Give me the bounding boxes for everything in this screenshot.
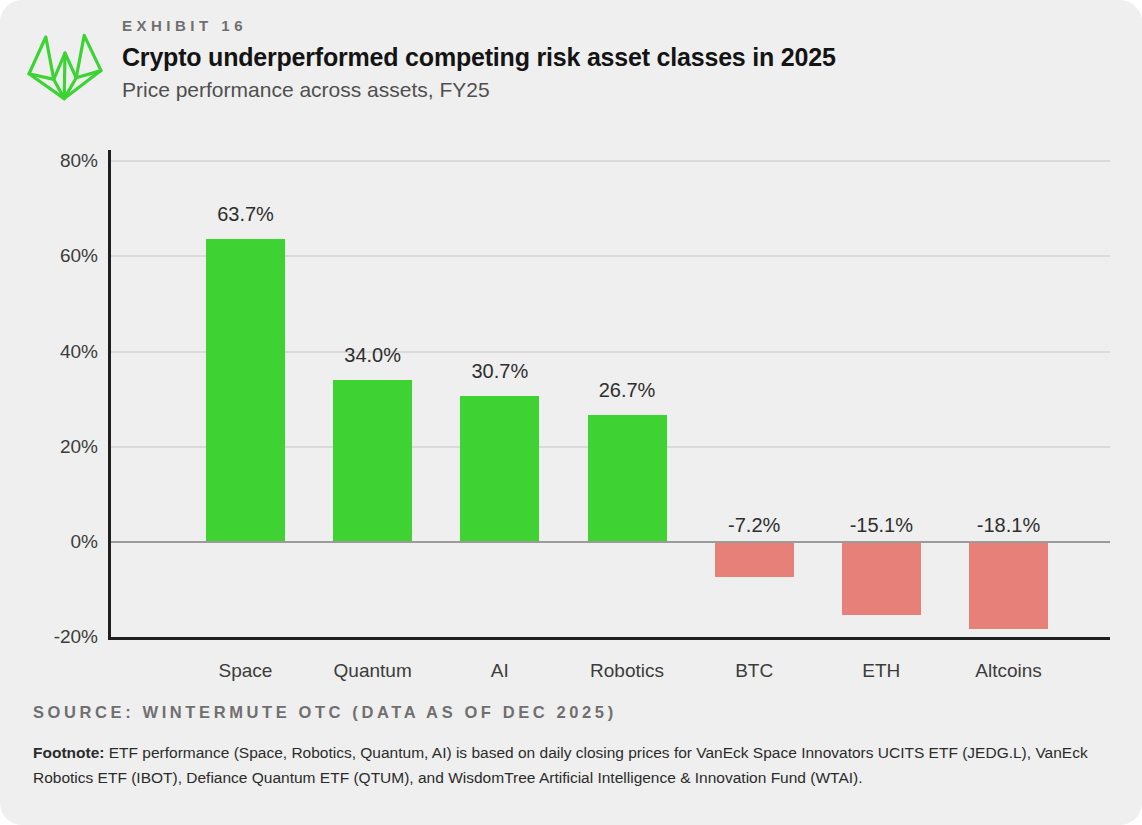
y-axis-tick-label: 80% [28,148,98,174]
y-axis-tick-label: 20% [28,434,98,460]
y-axis-tick-label: 40% [28,339,98,365]
exhibit-label: EXHIBIT 16 [122,17,836,34]
x-axis-category-label: AI [435,658,565,684]
wintermute-logo-icon [25,29,105,101]
zero-gridline [111,541,1110,543]
bar-altcoins [969,543,1048,629]
y-axis-tick-label: -20% [28,624,98,650]
bar-value-label: -7.2% [689,513,819,537]
bar-value-label: 34.0% [308,343,438,367]
y-axis-tick-label: 60% [28,243,98,269]
x-axis-category-label: Robotics [562,658,692,684]
x-axis-category-label: Quantum [308,658,438,684]
footnote-text: ETF performance (Space, Robotics, Quantu… [33,744,1088,786]
bar-chart-plot-area: 80%60%40%20%0%-20%63.7%Space34.0%Quantum… [108,150,1110,640]
x-axis-category-label: ETH [816,658,946,684]
bar-value-label: -18.1% [944,513,1074,537]
exhibit-card: EXHIBIT 16 Crypto underperformed competi… [0,0,1142,825]
bar-btc [715,543,794,577]
bar-space [206,239,285,542]
bar-ai [460,396,539,542]
x-axis-category-label: Altcoins [944,658,1074,684]
footnote-label: Footnote: [33,744,104,761]
bar-value-label: 26.7% [562,378,692,402]
x-axis-category-label: BTC [689,658,819,684]
bar-value-label: -15.1% [816,513,946,537]
footnote: Footnote: ETF performance (Space, Roboti… [33,740,1119,790]
bar-value-label: 30.7% [435,359,565,383]
source-note: SOURCE: WINTERMUTE OTC (DATA AS OF DEC 2… [33,703,617,722]
chart-title: Crypto underperformed competing risk ass… [122,43,836,72]
bar-eth [842,543,921,615]
chart-subtitle: Price performance across assets, FY25 [122,78,836,102]
bar-quantum [333,380,412,542]
x-axis-category-label: Space [181,658,311,684]
gridline [111,160,1110,162]
y-axis-tick-label: 0% [28,529,98,555]
bar-value-label: 63.7% [181,202,311,226]
bar-robotics [588,415,667,542]
